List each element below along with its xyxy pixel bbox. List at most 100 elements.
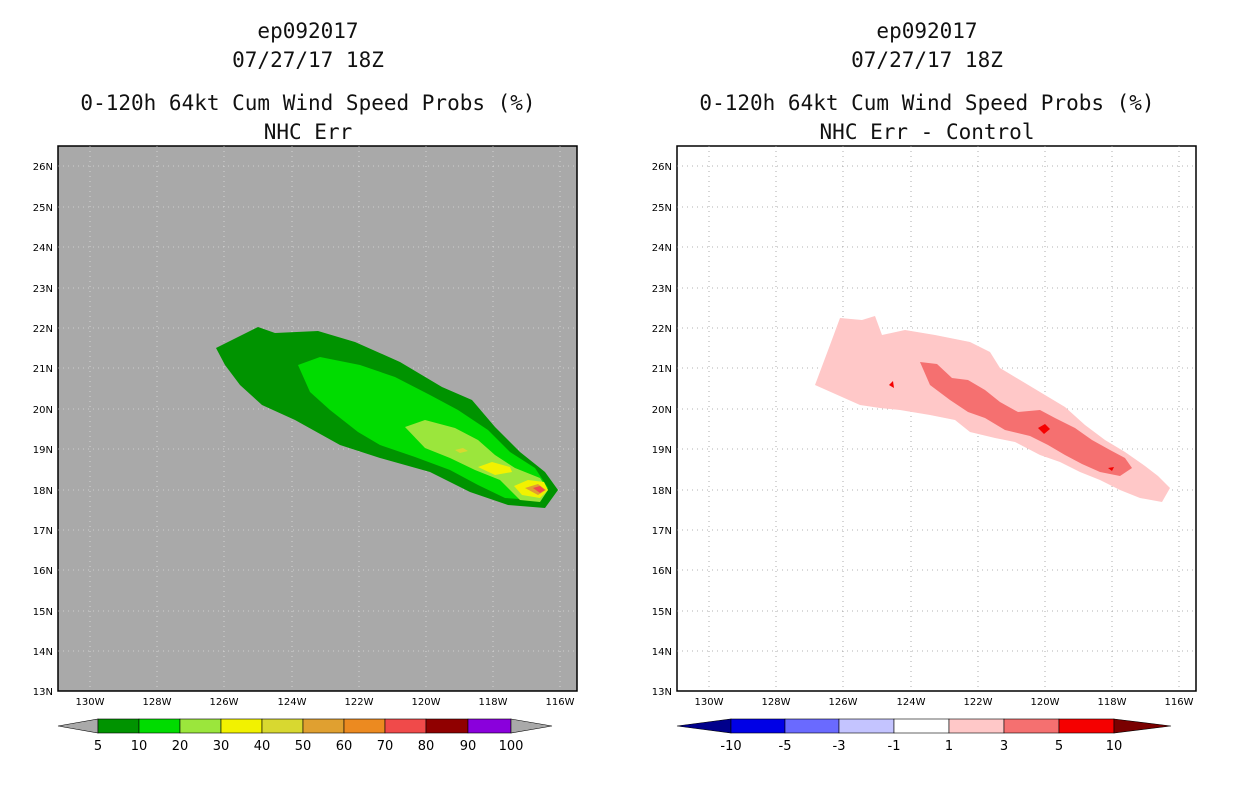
right-lon-label: 124W bbox=[897, 697, 926, 708]
left-lat-label: 13N bbox=[33, 687, 53, 698]
right-colorbar-label: 10 bbox=[1106, 739, 1123, 754]
left-colorbar-swatch bbox=[302, 718, 345, 734]
right-datetime: 07/27/17 18Z bbox=[851, 48, 1003, 72]
left-lat-label: 21N bbox=[33, 364, 53, 375]
right-colorbar-swatch bbox=[1058, 718, 1115, 734]
left-contour-30pct bbox=[478, 462, 512, 475]
right-contour-5to10 bbox=[1038, 424, 1050, 434]
left-lon-label: 124W bbox=[278, 697, 307, 708]
right-colorbar-swatch bbox=[948, 718, 1005, 734]
left-colorbar-label: 80 bbox=[418, 739, 435, 754]
left-lat-label: 15N bbox=[33, 607, 53, 618]
left-lon-label: 126W bbox=[210, 697, 239, 708]
right-storm-id: ep092017 bbox=[876, 19, 978, 43]
left-colorbar: 5 10 20 30 40 50 60 70 80 90 100 bbox=[57, 718, 553, 754]
left-colorbar-swatch bbox=[343, 718, 386, 734]
right-lat-label: 26N bbox=[652, 162, 672, 173]
left-lat-label: 25N bbox=[33, 203, 53, 214]
right-lon-label: 116W bbox=[1165, 697, 1194, 708]
left-panel-header: ep092017 07/27/17 18Z bbox=[58, 17, 558, 75]
right-title: 0-120h 64kt Cum Wind Speed Probs (%) bbox=[699, 91, 1155, 115]
right-lat-label: 18N bbox=[652, 486, 672, 497]
left-colorbar-swatch bbox=[384, 718, 427, 734]
left-colorbar-swatch bbox=[261, 718, 304, 734]
right-lat-labels: 26N 25N 24N 23N 22N 21N 20N 19N 18N 17N … bbox=[652, 162, 672, 698]
right-colorbar-label: -5 bbox=[779, 739, 792, 754]
left-colorbar-label: 90 bbox=[460, 739, 477, 754]
right-colorbar-swatch bbox=[1003, 718, 1060, 734]
right-lat-label: 22N bbox=[652, 324, 672, 335]
right-lat-label: 16N bbox=[652, 566, 672, 577]
right-lon-label: 120W bbox=[1031, 697, 1060, 708]
right-colorbar-swatch bbox=[730, 718, 786, 734]
right-lat-label: 17N bbox=[652, 526, 672, 537]
right-lon-label: 128W bbox=[762, 697, 791, 708]
right-contour-5to10-b bbox=[889, 381, 894, 388]
left-lon-label: 120W bbox=[412, 697, 441, 708]
left-lat-label: 22N bbox=[33, 324, 53, 335]
left-colorbar-swatch bbox=[220, 718, 263, 734]
right-colorbar-arrow-left bbox=[676, 718, 732, 734]
left-lon-label: 128W bbox=[143, 697, 172, 708]
left-colorbar-label: 50 bbox=[295, 739, 312, 754]
right-lon-label: 118W bbox=[1098, 697, 1127, 708]
left-contour-40pct bbox=[455, 448, 468, 453]
left-map-grid bbox=[58, 146, 577, 691]
left-colorbar-label: 60 bbox=[336, 739, 353, 754]
left-colorbar-label: 20 bbox=[172, 739, 189, 754]
left-contour-70pct bbox=[533, 486, 545, 493]
right-lat-label: 21N bbox=[652, 364, 672, 375]
right-colorbar-label: -1 bbox=[888, 739, 901, 754]
left-colorbar-arrow-right bbox=[510, 718, 553, 734]
left-subtitle: NHC Err bbox=[263, 120, 353, 144]
left-lat-label: 17N bbox=[33, 526, 53, 537]
left-lon-label: 130W bbox=[76, 697, 105, 708]
left-colorbar-label: 5 bbox=[94, 739, 102, 754]
left-colorbar-swatch bbox=[425, 718, 469, 734]
right-lat-label: 19N bbox=[652, 445, 672, 456]
left-colorbar-label: 70 bbox=[377, 739, 394, 754]
right-lon-label: 122W bbox=[964, 697, 993, 708]
right-lat-label: 20N bbox=[652, 405, 672, 416]
right-lon-labels: 130W 128W 126W 124W 122W 120W 118W 116W bbox=[695, 697, 1194, 708]
right-colorbar-label: -3 bbox=[833, 739, 846, 754]
right-colorbar-swatch bbox=[893, 718, 950, 734]
left-lon-labels: 130W 128W 126W 124W 122W 120W 118W 116W bbox=[76, 697, 575, 708]
left-colorbar-label: 10 bbox=[131, 739, 148, 754]
left-lon-label: 118W bbox=[479, 697, 508, 708]
right-lon-label: 126W bbox=[829, 697, 858, 708]
left-colorbar-swatch bbox=[97, 718, 140, 734]
left-lat-label: 14N bbox=[33, 647, 53, 658]
right-panel-header: ep092017 07/27/17 18Z bbox=[677, 17, 1177, 75]
left-colorbar-label: 30 bbox=[213, 739, 230, 754]
left-storm-id: ep092017 bbox=[257, 19, 359, 43]
right-colorbar-swatch bbox=[838, 718, 895, 734]
left-contour-20pct bbox=[405, 420, 548, 502]
right-colorbar-label: 1 bbox=[945, 739, 953, 754]
left-lat-label: 18N bbox=[33, 486, 53, 497]
left-lat-label: 26N bbox=[33, 162, 53, 173]
left-panel-subheader: 0-120h 64kt Cum Wind Speed Probs (%) NHC… bbox=[58, 89, 558, 147]
right-lat-label: 23N bbox=[652, 284, 672, 295]
left-colorbar-label: 40 bbox=[254, 739, 271, 754]
right-lon-label: 130W bbox=[695, 697, 724, 708]
right-colorbar: -10 -5 -3 -1 1 3 5 10 bbox=[676, 718, 1172, 754]
left-lon-label: 122W bbox=[345, 697, 374, 708]
right-lat-label: 25N bbox=[652, 203, 672, 214]
right-colorbar-arrow-right bbox=[1113, 718, 1172, 734]
left-lat-label: 19N bbox=[33, 445, 53, 456]
right-subtitle: NHC Err - Control bbox=[819, 120, 1035, 144]
right-colorbar-label: -10 bbox=[720, 739, 741, 754]
right-lat-label: 14N bbox=[652, 647, 672, 658]
left-lat-label: 16N bbox=[33, 566, 53, 577]
left-colorbar-label: 100 bbox=[499, 739, 524, 754]
left-title: 0-120h 64kt Cum Wind Speed Probs (%) bbox=[80, 91, 536, 115]
left-lon-label: 116W bbox=[546, 697, 575, 708]
right-colorbar-label: 5 bbox=[1055, 739, 1063, 754]
right-lat-label: 24N bbox=[652, 243, 672, 254]
left-colorbar-swatch bbox=[467, 718, 512, 734]
left-lat-label: 20N bbox=[33, 405, 53, 416]
right-map-grid bbox=[677, 146, 1196, 691]
left-colorbar-swatch bbox=[138, 718, 181, 734]
right-panel-subheader: 0-120h 64kt Cum Wind Speed Probs (%) NHC… bbox=[677, 89, 1177, 147]
